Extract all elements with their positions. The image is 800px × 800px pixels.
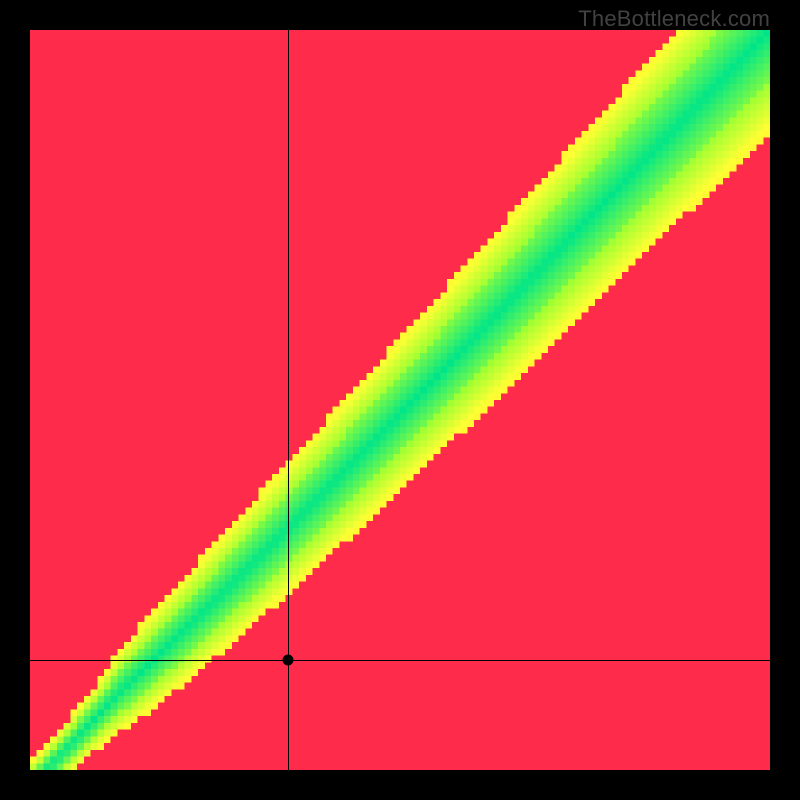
crosshair-horizontal — [30, 660, 770, 661]
chart-container: TheBottleneck.com — [0, 0, 800, 800]
heatmap-canvas — [30, 30, 770, 770]
plot-area — [30, 30, 770, 770]
crosshair-point — [282, 655, 293, 666]
watermark-label: TheBottleneck.com — [578, 6, 770, 32]
